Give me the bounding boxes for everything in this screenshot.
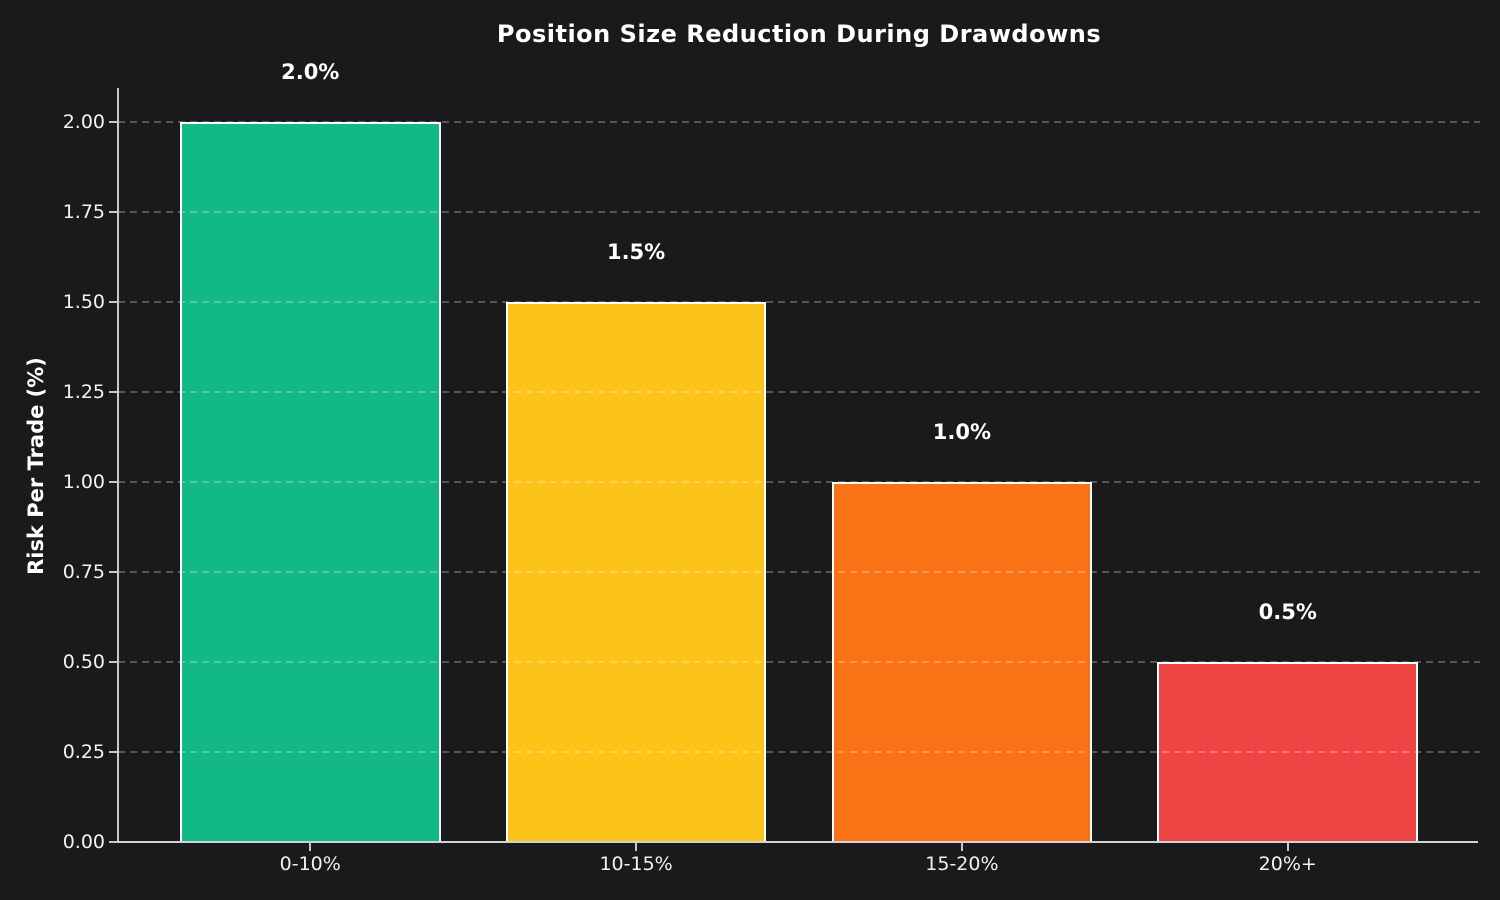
bar-value-label: 1.0%	[932, 419, 992, 444]
gridline	[118, 570, 1480, 573]
y-tick-label: 0.25	[62, 740, 105, 763]
y-tick-label: 1.00	[62, 470, 105, 493]
plot-area: 0.00 0.25 0.50 0.75 1.00 1.25 1.50 1.75 2.00 2.0%…	[63, 60, 1480, 875]
x-tick-label: 15-20%	[925, 853, 999, 875]
gridline	[118, 660, 1480, 663]
y-axis-label: Risk Per Trade (%)	[24, 357, 48, 575]
x-tick-mark	[635, 842, 638, 851]
x-tick-label: 0-10%	[279, 853, 341, 875]
y-tick-label: 0.75	[62, 560, 105, 583]
bar-10-15%	[505, 301, 767, 842]
y-tick-mark	[109, 570, 118, 573]
x-tick-mark	[1286, 842, 1289, 851]
y-tick-mark	[109, 390, 118, 393]
bar-15-20%	[831, 481, 1093, 842]
x-tick-mark	[309, 842, 312, 851]
y-tick-label: 1.75	[62, 200, 105, 223]
y-tick-label: 0.00	[62, 831, 105, 853]
gridline	[118, 480, 1480, 483]
y-tick-mark	[109, 210, 118, 213]
x-tick-label: 10-15%	[599, 853, 673, 875]
y-tick-mark	[109, 750, 118, 753]
chart-title: Position Size Reduction During Drawdowns	[496, 20, 1102, 48]
gridline	[118, 210, 1480, 213]
bar-value-label: 1.5%	[606, 239, 666, 264]
gridline	[118, 750, 1480, 753]
x-axis-spine	[115, 841, 1478, 843]
x-tick-label: 20%+	[1258, 853, 1317, 875]
bar-0-10%	[179, 121, 441, 842]
gridline	[118, 120, 1480, 123]
y-tick-label: 0.50	[62, 650, 105, 673]
bar-20%+	[1157, 661, 1419, 842]
bar-value-label: 2.0%	[281, 59, 340, 84]
y-tick-label: 1.25	[62, 380, 105, 403]
y-tick-label: 2.00	[62, 110, 105, 133]
y-axis-spine	[117, 88, 119, 842]
x-tick-mark	[960, 842, 963, 851]
y-tick-mark	[109, 660, 118, 663]
bar-value-label: 0.5%	[1258, 599, 1317, 624]
y-tick-label: 1.50	[62, 290, 105, 313]
y-tick-mark	[109, 841, 118, 843]
y-tick-mark	[109, 300, 118, 303]
gridline	[118, 390, 1480, 393]
gridline	[118, 300, 1480, 303]
y-tick-mark	[109, 480, 118, 483]
y-tick-mark	[109, 120, 118, 123]
